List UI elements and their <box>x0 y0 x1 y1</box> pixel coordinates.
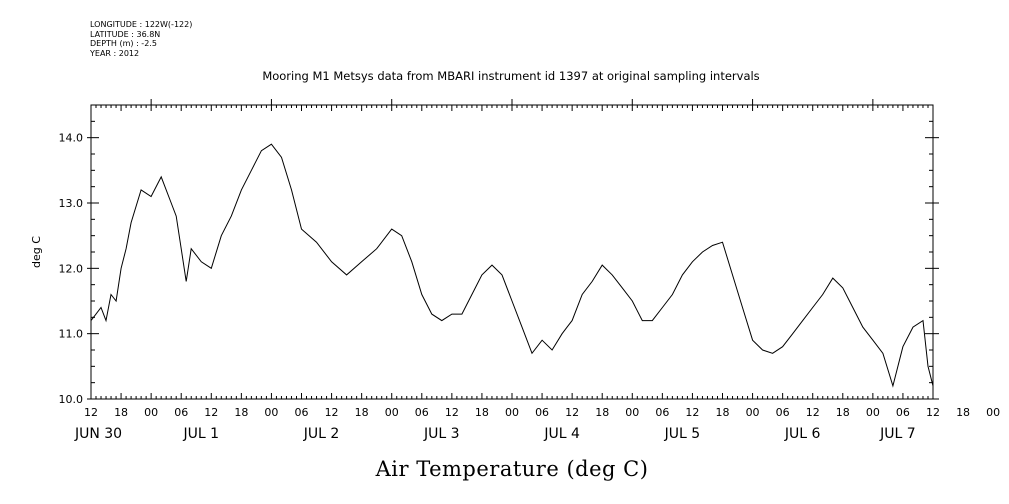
chart-title: Mooring M1 Metsys data from MBARI instru… <box>262 69 759 83</box>
day-label: JUN 30 <box>74 426 122 442</box>
day-label: JUL 2 <box>303 426 340 442</box>
x-tick-label: 00 <box>505 406 519 419</box>
x-tick-label: 18 <box>956 406 970 419</box>
y-axis-label: deg C <box>30 236 43 268</box>
y-tick-label: 10.0 <box>59 393 84 406</box>
day-label: JUL 7 <box>879 426 916 442</box>
x-tick-label: 00 <box>144 406 158 419</box>
year-text: YEAR : 2012 <box>90 48 140 58</box>
x-tick-label: 12 <box>685 406 699 419</box>
x-tick-label: 12 <box>325 406 339 419</box>
x-tick-label: 18 <box>716 406 730 419</box>
plot-frame <box>90 104 934 400</box>
x-tick-label: 00 <box>385 406 399 419</box>
x-tick-label: 18 <box>114 406 128 419</box>
x-tick-label: 06 <box>295 406 309 419</box>
x-tick-label: 06 <box>535 406 549 419</box>
metadata-block: LONGITUDE : 122W(-122) LATITUDE : 36.8N … <box>90 20 192 58</box>
x-tick-label: 12 <box>926 406 940 419</box>
y-tick-labels: 10.0 11.0 12.0 13.0 14.0 <box>59 132 84 406</box>
x-tick-label: 18 <box>836 406 850 419</box>
y-tick-label: 13.0 <box>59 197 84 210</box>
y-tick-label: 11.0 <box>59 328 84 341</box>
x-tick-label: 00 <box>264 406 278 419</box>
x-tick-label: 18 <box>234 406 248 419</box>
x-tick-label: 00 <box>625 406 639 419</box>
depth-text: DEPTH (m) : -2.5 <box>90 39 157 48</box>
y-tick-label: 14.0 <box>59 132 84 145</box>
x-tick-label: 06 <box>415 406 429 419</box>
x-tick-label: 00 <box>986 406 1000 419</box>
temperature-series-line <box>90 143 934 388</box>
day-label: JUL 1 <box>182 426 219 442</box>
y-tick-label: 12.0 <box>59 262 84 275</box>
day-labels: JUN 30 JUL 1 JUL 2 JUL 3 JUL 4 JUL 5 JUL 6 JUL … <box>74 426 916 442</box>
x-tick-label: 12 <box>565 406 579 419</box>
day-label: JUL 6 <box>784 426 821 442</box>
x-tick-label: 06 <box>776 406 790 419</box>
x-tick-labels: 12 18 00 06 12 18 00 06 12 18 00 06 12 18 00 06 12 18 00 06… <box>84 406 1000 419</box>
x-tick-label: 00 <box>866 406 880 419</box>
x-tick-label: 18 <box>355 406 369 419</box>
x-axis-label: Air Temperature (deg C) <box>375 457 649 481</box>
day-label: JUL 3 <box>423 426 460 442</box>
x-tick-label: 00 <box>746 406 760 419</box>
latitude-text: LATITUDE : 36.8N <box>90 29 161 39</box>
x-tick-label: 12 <box>204 406 218 419</box>
x-tick-label: 06 <box>174 406 188 419</box>
longitude-text: LONGITUDE : 122W(-122) <box>90 20 193 29</box>
x-tick-label: 06 <box>896 406 910 419</box>
x-tick-label: 12 <box>84 406 98 419</box>
x-tick-label: 12 <box>806 406 820 419</box>
x-tick-label: 12 <box>445 406 459 419</box>
axis-ticks <box>87 99 939 400</box>
x-tick-label: 18 <box>475 406 489 419</box>
day-label: JUL 4 <box>543 426 580 442</box>
day-label: JUL 5 <box>664 426 701 442</box>
x-tick-label: 06 <box>655 406 669 419</box>
x-tick-label: 18 <box>595 406 609 419</box>
